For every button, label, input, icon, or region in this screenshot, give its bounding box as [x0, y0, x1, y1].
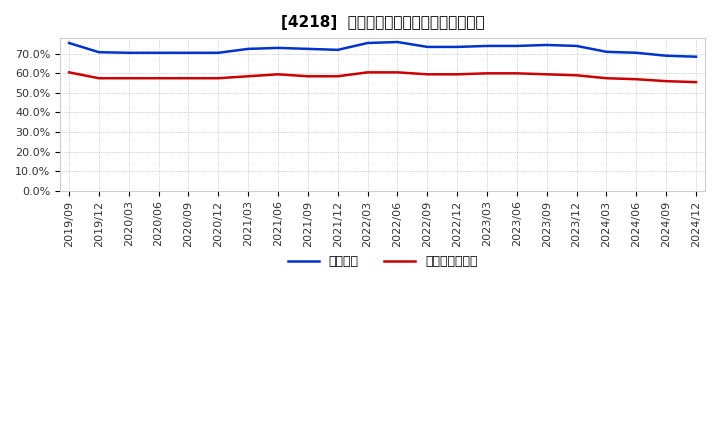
- Legend: 固定比率, 固定長期適合率: 固定比率, 固定長期適合率: [282, 250, 482, 273]
- 固定長期適合率: [244, 73, 253, 79]
- 固定比率: [453, 44, 462, 50]
- 固定長期適合率: [184, 76, 193, 81]
- 固定長期適合率: [214, 76, 222, 81]
- 固定長期適合率: [393, 70, 402, 75]
- 固定長期適合率: [423, 72, 432, 77]
- 固定比率: [662, 53, 670, 59]
- 固定長期適合率: [602, 76, 611, 81]
- 固定長期適合率: [542, 72, 551, 77]
- 固定比率: [364, 40, 372, 46]
- 固定長期適合率: [125, 76, 133, 81]
- 固定比率: [513, 43, 521, 48]
- 固定比率: [125, 50, 133, 55]
- 固定長期適合率: [632, 77, 641, 82]
- 固定比率: [274, 45, 282, 51]
- 固定比率: [572, 43, 581, 48]
- Title: [4218]  固定比率、固定長期適合率の推移: [4218] 固定比率、固定長期適合率の推移: [281, 15, 485, 30]
- 固定比率: [214, 50, 222, 55]
- 固定比率: [184, 50, 193, 55]
- Line: 固定比率: 固定比率: [69, 42, 696, 57]
- 固定比率: [333, 47, 342, 52]
- 固定比率: [304, 46, 312, 51]
- 固定長期適合率: [65, 70, 73, 75]
- 固定比率: [632, 50, 641, 55]
- 固定長期適合率: [274, 72, 282, 77]
- 固定比率: [94, 50, 103, 55]
- 固定比率: [154, 50, 163, 55]
- 固定長期適合率: [304, 73, 312, 79]
- 固定長期適合率: [154, 76, 163, 81]
- 固定比率: [482, 43, 491, 48]
- 固定比率: [423, 44, 432, 50]
- 固定比率: [65, 40, 73, 46]
- 固定比率: [542, 42, 551, 48]
- 固定比率: [602, 49, 611, 55]
- 固定長期適合率: [513, 71, 521, 76]
- 固定長期適合率: [453, 72, 462, 77]
- 固定長期適合率: [572, 73, 581, 78]
- 固定長期適合率: [662, 78, 670, 84]
- Line: 固定長期適合率: 固定長期適合率: [69, 72, 696, 82]
- 固定長期適合率: [94, 76, 103, 81]
- 固定長期適合率: [333, 73, 342, 79]
- 固定比率: [244, 46, 253, 51]
- 固定比率: [692, 54, 701, 59]
- 固定長期適合率: [692, 80, 701, 85]
- 固定長期適合率: [364, 70, 372, 75]
- 固定比率: [393, 40, 402, 45]
- 固定長期適合率: [482, 71, 491, 76]
